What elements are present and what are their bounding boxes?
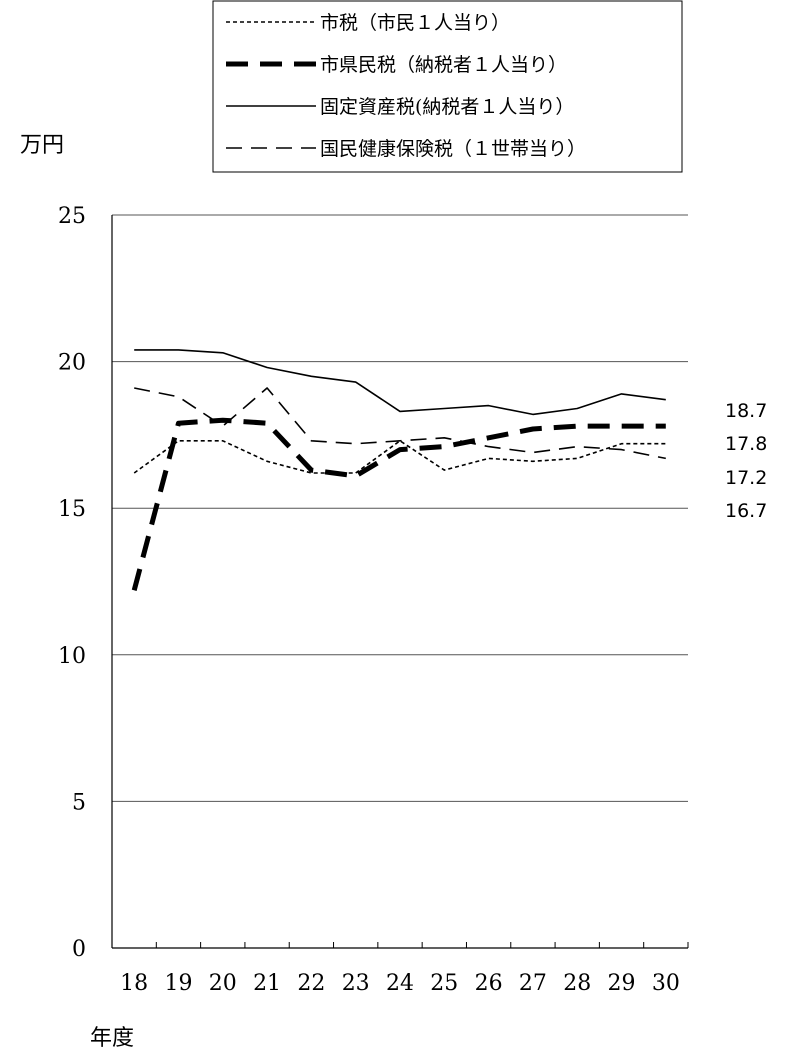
series-line-1 xyxy=(131,417,666,591)
x-tick-label-19: 19 xyxy=(164,971,192,996)
x-tick-label-26: 26 xyxy=(475,971,503,996)
legend-label-3: 国民健康保険税（１世帯当り） xyxy=(320,138,586,160)
y-tick-label-25: 25 xyxy=(58,204,86,229)
legend: 市税（市民１人当り） 市県民税（納税者１人当り） 固定資産税(納税者１人当り） 国民健… xyxy=(212,0,683,173)
y-tick-label-5: 5 xyxy=(72,790,86,815)
end-value-label-0: 18.7 xyxy=(725,400,767,422)
x-tick-label-27: 27 xyxy=(519,971,547,996)
end-value-label-1: 17.8 xyxy=(725,433,767,455)
series-line-0 xyxy=(133,439,666,474)
x-tick-label-30: 30 xyxy=(652,971,680,996)
x-tick-label-28: 28 xyxy=(563,971,591,996)
x-tick-label-20: 20 xyxy=(209,971,237,996)
y-axis-unit-label: 万円 xyxy=(20,133,64,158)
series-layer xyxy=(131,349,666,591)
end-value-label-2: 17.2 xyxy=(725,467,767,489)
series-line-3 xyxy=(134,387,666,460)
series-line-2 xyxy=(134,349,666,416)
x-tick-label-24: 24 xyxy=(386,971,414,996)
end-value-label-3: 16.7 xyxy=(725,500,767,522)
x-axis-label: 年度 xyxy=(90,1026,134,1051)
legend-label-0: 市税（市民１人当り） xyxy=(320,12,510,34)
y-tick-label-15: 15 xyxy=(58,497,86,522)
legend-label-2: 固定資産税(納税者１人当り） xyxy=(320,96,574,118)
x-tick-label-23: 23 xyxy=(342,971,370,996)
legend-label-1: 市県民税（納税者１人当り） xyxy=(320,54,567,76)
x-tick-label-29: 29 xyxy=(608,971,636,996)
grid-layer xyxy=(112,214,688,802)
x-tick-label-21: 21 xyxy=(253,971,281,996)
y-tick-label-10: 10 xyxy=(58,644,86,669)
label-layer: 18.7 17.8 17.2 16.7 xyxy=(725,400,767,522)
y-tick-label-0: 0 xyxy=(72,937,86,962)
x-tick-label-22: 22 xyxy=(297,971,325,996)
legend-box xyxy=(212,0,683,173)
y-tick-label-20: 20 xyxy=(58,351,86,376)
x-tick-label-25: 25 xyxy=(430,971,458,996)
legend-items: 市税（市民１人当り） 市県民税（納税者１人当り） 固定資産税(納税者１人当り） 国民健… xyxy=(226,12,586,160)
axis-layer: 0 5 10 15 20 25 18 19 20 21 22 23 24 25 26 27 28 29 30 xyxy=(58,204,689,996)
x-tick-label-18: 18 xyxy=(120,971,148,996)
